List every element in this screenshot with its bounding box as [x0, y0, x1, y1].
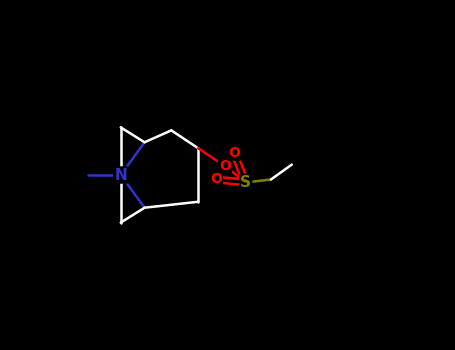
Text: S: S [240, 175, 251, 190]
Text: O: O [228, 146, 240, 160]
Text: O: O [210, 173, 222, 187]
Text: N: N [114, 168, 127, 182]
Text: O: O [219, 159, 231, 173]
